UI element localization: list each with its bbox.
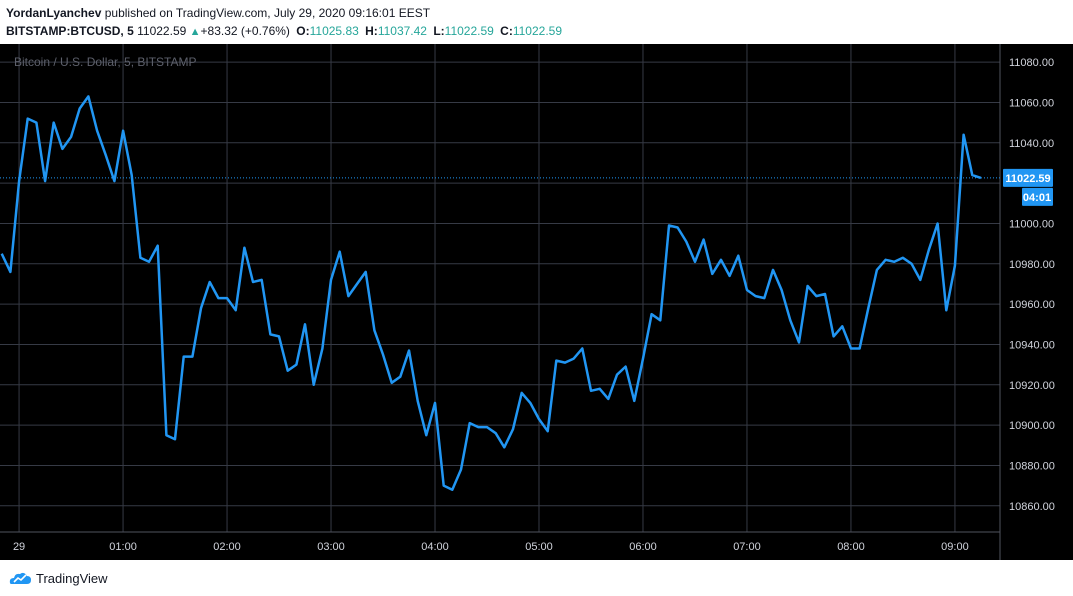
low-label: L: xyxy=(433,24,445,38)
time-tick-label: 08:00 xyxy=(837,541,865,553)
grid-lines xyxy=(0,44,1000,532)
time-tick-label: 03:00 xyxy=(317,541,345,553)
open-value: 11025.83 xyxy=(309,24,359,38)
time-tick-label: 04:00 xyxy=(421,541,449,553)
close-value: 11022.59 xyxy=(512,24,563,38)
current-price-tag: 11022.59 04:01 xyxy=(1003,168,1053,206)
low-value: 11022.59 xyxy=(444,24,494,38)
price-tick-label: 11040.00 xyxy=(1009,138,1054,150)
price-chart[interactable]: Bitcoin / U.S. Dollar, 5, BITSTAMP 11080… xyxy=(0,44,1073,560)
price-tick-label: 10980.00 xyxy=(1009,259,1055,271)
tradingview-brand: TradingView xyxy=(36,570,108,586)
up-triangle-icon: ▲ xyxy=(189,26,201,38)
publish-line: YordanLyanchev published on TradingView.… xyxy=(6,4,562,22)
series-watermark: Bitcoin / U.S. Dollar, 5, BITSTAMP xyxy=(14,55,197,69)
time-tick-label: 29 xyxy=(13,541,25,553)
high-value: 11037.42 xyxy=(377,24,427,38)
price-change: +83.32 (+0.76%) xyxy=(200,24,290,38)
countdown-tag-bg xyxy=(1022,187,1053,206)
publish-info: published on TradingView.com, July 29, 2… xyxy=(104,6,431,20)
price-tick-label: 10900.00 xyxy=(1009,420,1055,432)
time-tick-label: 06:00 xyxy=(629,541,657,553)
btcusd-price-line xyxy=(0,95,982,491)
chart-header: YordanLyanchev published on TradingView.… xyxy=(6,4,562,40)
ohlc-line: BITSTAMP:BTCUSD, 5 11022.59 ▲+83.32 (+0.… xyxy=(6,22,562,40)
open-label: O: xyxy=(296,24,310,38)
countdown-tag-text: 04:01 xyxy=(1023,192,1051,204)
price-tick-label: 10860.00 xyxy=(1009,501,1055,513)
tradingview-logo-icon xyxy=(9,572,32,584)
high-label: H: xyxy=(365,24,378,38)
footer-branding[interactable]: TradingView xyxy=(8,568,108,588)
symbol-label: BITSTAMP:BTCUSD, 5 xyxy=(6,24,134,38)
price-tick-label: 10960.00 xyxy=(1009,299,1055,311)
price-axis[interactable]: 11080.00 11060.00 11040.00 11000.00 10980.00… xyxy=(1009,57,1055,513)
time-tick-label: 01:00 xyxy=(109,541,137,553)
current-price-tag-bg xyxy=(1003,168,1053,187)
price-tick-label: 10880.00 xyxy=(1009,460,1055,472)
time-tick-label: 09:00 xyxy=(941,541,969,553)
price-tick-label: 11080.00 xyxy=(1009,57,1054,69)
chart-container[interactable]: Bitcoin / U.S. Dollar, 5, BITSTAMP 11080… xyxy=(0,44,1073,560)
time-tick-label: 07:00 xyxy=(733,541,761,553)
close-label: C: xyxy=(500,24,513,38)
author-name[interactable]: YordanLyanchev xyxy=(6,6,102,20)
time-axis[interactable]: 29 01:00 02:00 03:00 04:00 05:00 06:00 07:00 08:… xyxy=(13,541,969,553)
time-tick-label: 05:00 xyxy=(525,541,553,553)
price-tick-label: 10920.00 xyxy=(1009,380,1055,392)
chart-background xyxy=(0,44,1073,560)
last-price: 11022.59 xyxy=(137,24,187,38)
current-price-tag-text: 11022.59 xyxy=(1005,173,1050,185)
time-tick-label: 02:00 xyxy=(213,541,241,553)
price-tick-label: 10940.00 xyxy=(1009,339,1055,351)
price-tick-label: 11060.00 xyxy=(1009,97,1054,109)
price-tick-label: 11000.00 xyxy=(1009,218,1054,230)
